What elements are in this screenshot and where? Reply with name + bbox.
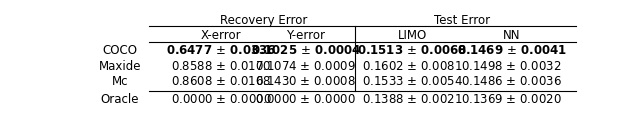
Text: Oracle: Oracle	[100, 93, 139, 106]
Text: 0.1369 $\pm$ 0.0020: 0.1369 $\pm$ 0.0020	[461, 93, 562, 106]
Text: Mc: Mc	[111, 75, 128, 88]
Text: 0.1430 $\pm$ 0.0008: 0.1430 $\pm$ 0.0008	[255, 75, 356, 88]
Text: 0.1498 $\pm$ 0.0032: 0.1498 $\pm$ 0.0032	[461, 60, 562, 73]
Text: 0.1469 $\pm$ 0.0041: 0.1469 $\pm$ 0.0041	[456, 44, 566, 57]
Text: Recovery Error: Recovery Error	[220, 14, 307, 27]
Text: 0.1486 $\pm$ 0.0036: 0.1486 $\pm$ 0.0036	[461, 75, 562, 88]
Text: X-error: X-error	[201, 29, 242, 42]
Text: Y-error: Y-error	[286, 29, 325, 42]
Text: NN: NN	[503, 29, 520, 42]
Text: COCO: COCO	[102, 44, 137, 57]
Text: 0.1513 $\pm$ 0.0068: 0.1513 $\pm$ 0.0068	[357, 44, 467, 57]
Text: 0.6477 $\pm$ 0.0336: 0.6477 $\pm$ 0.0336	[166, 44, 276, 57]
Text: 0.0000 $\pm$ 0.0000: 0.0000 $\pm$ 0.0000	[255, 93, 356, 106]
Text: Test Error: Test Error	[434, 14, 490, 27]
Text: Maxide: Maxide	[99, 60, 141, 73]
Text: 0.1533 $\pm$ 0.0054: 0.1533 $\pm$ 0.0054	[362, 75, 463, 88]
Text: LIMO: LIMO	[397, 29, 427, 42]
Text: 0.0000 $\pm$ 0.0000: 0.0000 $\pm$ 0.0000	[171, 93, 272, 106]
Text: 0.8588 $\pm$ 0.0170: 0.8588 $\pm$ 0.0170	[172, 60, 271, 73]
Text: 0.1602 $\pm$ 0.0081: 0.1602 $\pm$ 0.0081	[362, 60, 463, 73]
Text: 0.1074 $\pm$ 0.0009: 0.1074 $\pm$ 0.0009	[255, 60, 356, 73]
Text: 0.1388 $\pm$ 0.0021: 0.1388 $\pm$ 0.0021	[362, 93, 463, 106]
Text: 0.1025 $\pm$ 0.0004: 0.1025 $\pm$ 0.0004	[251, 44, 361, 57]
Text: 0.8608 $\pm$ 0.0168: 0.8608 $\pm$ 0.0168	[172, 75, 271, 88]
